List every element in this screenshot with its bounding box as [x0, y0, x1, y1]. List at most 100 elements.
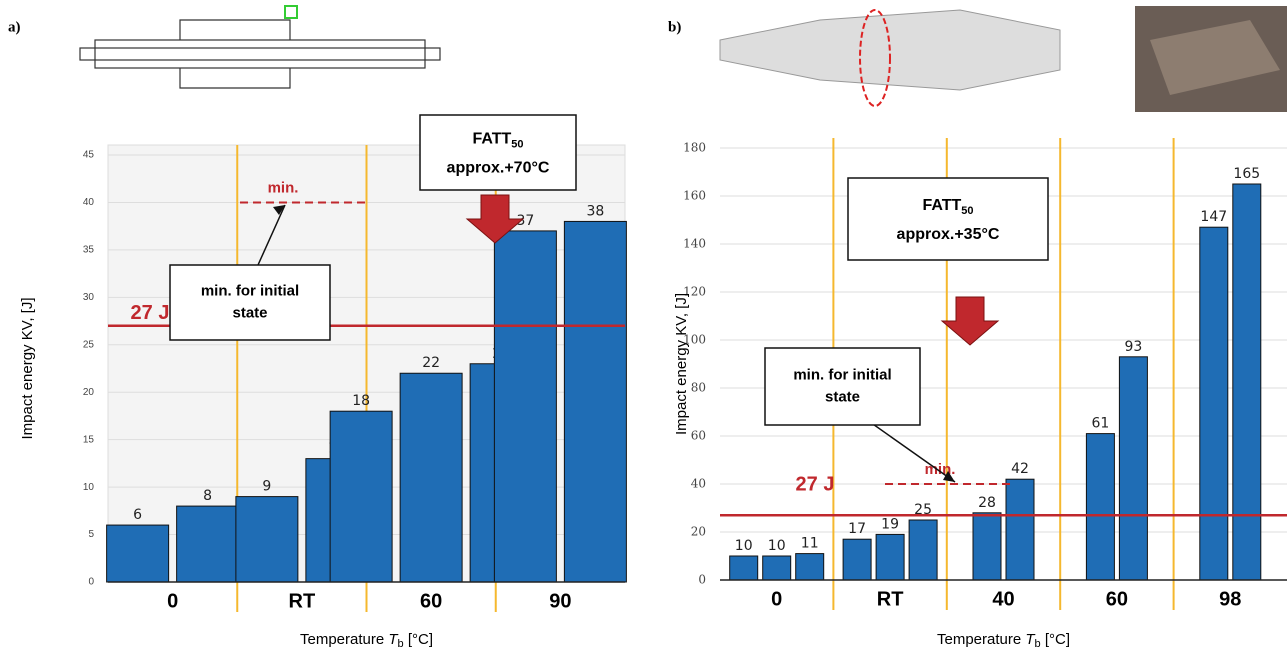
bar — [842, 538, 872, 581]
x-axis-label-part: [°C] — [404, 631, 433, 648]
value-label: 37 — [516, 213, 534, 229]
callout-box — [847, 177, 1049, 261]
x-tick-label: 60 — [420, 590, 442, 612]
x-tick-label: 98 — [1219, 588, 1241, 610]
x-axis-label: Temperature Tb [°C] — [937, 631, 1070, 650]
value-label: 17 — [848, 521, 866, 537]
x-axis-label-part: b — [398, 638, 404, 650]
callout-box — [169, 264, 331, 341]
value-label: 10 — [735, 538, 753, 554]
value-label: 28 — [978, 495, 996, 511]
y-tick-label: 140 — [683, 237, 706, 251]
reference-label: 27 J — [796, 473, 835, 495]
fatt-sub: 50 — [961, 205, 973, 217]
arrow-head — [273, 205, 285, 215]
x-axis-label: Temperature Tb [°C] — [300, 631, 433, 650]
callout-box — [419, 114, 577, 191]
value-label: 147 — [1200, 209, 1227, 225]
bar — [106, 524, 170, 583]
min-label: min. — [268, 179, 299, 196]
fatt-sub: 50 — [511, 138, 523, 150]
fatt-line2: approx.+70°C — [447, 160, 550, 177]
y-tick-label: 80 — [691, 381, 706, 395]
callout-text: state — [825, 388, 860, 405]
callout-text: min. for initial — [793, 366, 891, 383]
bar — [563, 220, 627, 583]
value-label: 19 — [881, 516, 899, 532]
panel-label: b) — [668, 19, 681, 35]
bar — [1005, 478, 1035, 581]
bar — [972, 512, 1002, 581]
y-tick-label: 15 — [83, 434, 95, 445]
fatt-line2: approx.+35°C — [897, 226, 1000, 243]
value-label: 42 — [1011, 461, 1029, 477]
bar — [493, 230, 557, 583]
x-axis-label-part: T — [1025, 631, 1036, 648]
y-tick-label: 10 — [83, 482, 95, 493]
value-label: 165 — [1233, 166, 1260, 182]
arrow-head — [943, 471, 955, 482]
value-label: 8 — [203, 488, 212, 504]
bar — [235, 496, 299, 583]
y-tick-label: 40 — [691, 477, 706, 491]
y-tick-label: 35 — [83, 245, 95, 256]
x-tick-label: 60 — [1106, 588, 1128, 610]
bar — [1232, 183, 1262, 581]
x-axis-label-part: b — [1035, 638, 1041, 650]
value-label: 61 — [1091, 416, 1109, 432]
y-tick-label: 40 — [83, 197, 95, 208]
value-label: 22 — [422, 355, 440, 371]
bar — [329, 410, 393, 583]
x-axis-label-part: Temperature — [937, 631, 1025, 648]
y-tick-label: 100 — [683, 333, 706, 347]
panel-label: a) — [8, 19, 21, 35]
value-label: 11 — [801, 536, 819, 552]
value-label: 9 — [262, 479, 271, 495]
callout-arrow — [257, 204, 286, 266]
y-axis-label: Impact energy KV, [J] — [19, 297, 36, 439]
x-tick-label: 90 — [549, 590, 571, 612]
y-tick-label: 25 — [83, 339, 95, 350]
y-tick-label: 30 — [83, 292, 95, 303]
y-tick-label: 180 — [683, 141, 706, 155]
x-tick-label: RT — [289, 590, 316, 612]
bar — [875, 533, 905, 581]
chart-panel: a)051015202530354045068RT913601822239037… — [8, 19, 627, 650]
y-tick-label: 160 — [683, 189, 706, 203]
bar — [1085, 433, 1115, 581]
y-tick-label: 20 — [83, 387, 95, 398]
value-label: 6 — [133, 507, 142, 523]
y-axis-label: Impact energy KV, [J] — [673, 293, 690, 435]
rotor-drawing-b — [719, 6, 1287, 112]
callout-box — [764, 347, 921, 426]
fatt-main: FATT — [922, 197, 961, 214]
x-tick-label: 40 — [992, 588, 1014, 610]
callout-text: min. for initial — [201, 282, 299, 299]
x-axis-label-part: T — [388, 631, 399, 648]
reference-label: 27 J — [131, 302, 170, 324]
value-label: 38 — [586, 203, 604, 219]
bar — [908, 519, 938, 581]
chart-panel: b) 0 20 40 60 80 100 120 140 160 180 0 10 10 11 RT 17 19 2… — [668, 19, 1287, 650]
bar — [176, 505, 240, 583]
value-label: 10 — [768, 538, 786, 554]
x-tick-label: 0 — [167, 590, 178, 612]
x-tick-label: 0 — [771, 588, 782, 610]
red-arrow — [465, 194, 525, 244]
bar — [399, 372, 463, 583]
bar — [1199, 226, 1229, 581]
red-arrow — [940, 296, 1000, 346]
x-axis-label-part: Temperature — [300, 631, 388, 648]
y-tick-label: 5 — [88, 529, 94, 540]
y-tick-label: 60 — [691, 429, 706, 443]
x-tick-label: RT — [877, 588, 904, 610]
y-tick-label: 0 — [88, 577, 94, 588]
bar — [795, 553, 825, 581]
callout-arrow — [869, 421, 956, 483]
y-tick-label: 20 — [691, 525, 706, 539]
fatt-main: FATT — [472, 131, 511, 148]
bar — [1118, 356, 1148, 581]
callout-text: state — [232, 304, 267, 321]
fatt-text: FATT50 — [922, 197, 973, 217]
